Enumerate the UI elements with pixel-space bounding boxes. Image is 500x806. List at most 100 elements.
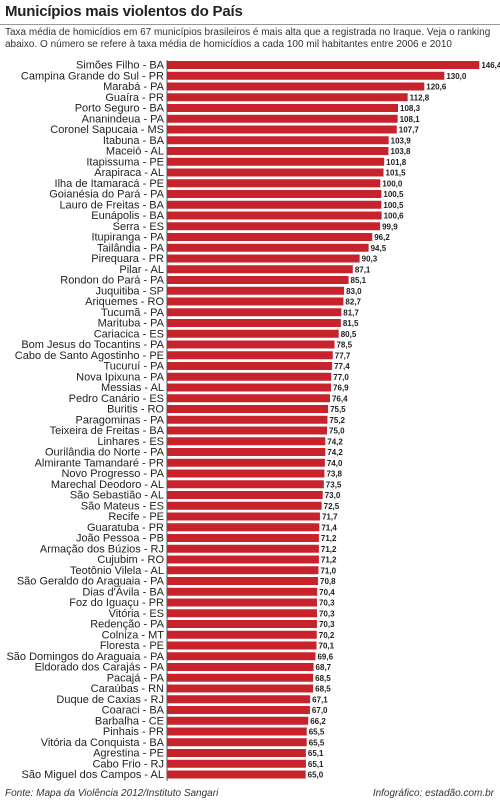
value-label: 71,0 [320,566,336,575]
value-label: 71,2 [321,534,337,543]
value-label: 103,9 [391,136,412,145]
category-label: Vitória - ES [109,608,164,620]
category-label: Eunápolis - BA [91,210,164,222]
value-label: 68,7 [316,663,332,672]
bar [167,469,325,478]
category-label: Nova Ipixuna - PA [76,371,165,383]
value-label: 100,0 [382,179,403,188]
category-label: Barbalha - CE [95,715,164,727]
value-label: 74,0 [327,459,343,468]
value-label: 77,4 [334,362,350,371]
bar [167,695,311,704]
bar [167,340,335,349]
chart-subtitle: Taxa média de homicídios em 67 município… [5,27,491,50]
bar [167,544,319,553]
category-label: Paragominas - PA [76,414,165,426]
bar [167,200,382,209]
value-label: 107,7 [399,126,420,135]
category-label: Foz do Iguaçu - PR [69,597,164,609]
category-label: Serra - ES [113,221,164,233]
value-label: 70,3 [319,620,335,629]
bar [167,415,328,424]
value-label: 70,2 [319,631,335,640]
value-label: 100,5 [383,190,404,199]
value-label: 112,8 [410,93,430,102]
value-label: 101,5 [386,169,407,178]
value-label: 75,0 [329,427,345,436]
bar [167,351,333,360]
value-label: 146,4 [481,61,500,70]
value-label: 77,0 [333,373,349,382]
category-label: Eldorado dos Carajás - PA [35,662,165,674]
category-label: Teixeira de Freitas - BA [50,425,165,437]
bar [167,684,314,693]
value-label: 100,5 [383,201,404,210]
value-label: 120,6 [426,83,447,92]
bar [167,125,397,134]
value-label: 70,1 [319,642,335,651]
bar [167,297,344,306]
value-label: 75,2 [329,416,345,425]
category-label: Pilar - AL [119,264,164,276]
value-label: 70,8 [320,577,336,586]
bar [167,673,314,682]
category-label: Guaíra - PR [105,92,164,104]
value-label: 77,7 [335,351,351,360]
bar [167,749,306,757]
value-label: 103,8 [390,147,411,156]
category-label: Vitória da Conquista - BA [41,737,165,749]
category-label: Redenção - PA [90,619,164,631]
value-label: 71,2 [321,556,337,565]
value-label: 72,5 [324,502,340,511]
bar [167,254,360,263]
bar [167,233,373,241]
bar [167,394,330,403]
bar [167,759,306,768]
category-label: Coaraci - BA [102,705,165,717]
value-label: 65,5 [309,738,325,747]
value-label: 108,1 [400,115,421,124]
category-label: Linhares - ES [97,436,164,448]
bar [167,555,319,564]
category-label: Colniza - MT [102,629,165,641]
bar [167,329,339,338]
category-label: Coronel Sapucaia - MS [50,124,164,136]
chart-title: Municípios mais violentos do País [5,3,243,20]
value-label: 71,4 [321,523,337,532]
bar [167,738,307,747]
category-label: Ariquemes - RO [85,296,164,308]
category-label: Guaratuba - PR [87,522,164,534]
bar [167,437,326,446]
value-label: 70,4 [319,588,335,597]
bar [167,652,316,661]
bar [167,61,480,69]
category-label: Almirante Tamandaré - PR [35,457,164,469]
value-label: 130,0 [446,72,467,81]
category-label: Buritis - RO [107,404,164,416]
value-label: 90,3 [362,255,378,264]
bar [167,577,319,585]
bar [167,222,381,231]
bar [167,114,398,123]
bar [167,512,320,521]
category-label: Ourilândia do Norte - PA [45,447,165,459]
value-label: 82,7 [345,298,361,307]
value-label: 83,0 [346,287,362,296]
value-label: 74,2 [327,448,343,457]
value-label: 85,1 [351,276,367,285]
value-label: 80,5 [341,330,357,339]
category-label: Campina Grande do Sul - PR [21,70,164,82]
bar [167,104,399,112]
category-label: Marituba - PA [98,318,165,330]
category-label: Maceió - AL [106,146,164,158]
bar [167,243,369,252]
category-label: Teotônio Vilela - AL [70,565,164,577]
bar [167,706,310,714]
value-label: 94,5 [371,244,387,253]
bar [167,265,353,274]
bar [167,308,342,317]
value-label: 81,5 [343,319,359,328]
category-label: Pacajá - PA [107,672,165,684]
bars-group: Simões Filho - BA 146,4 Campina Grande do … [6,60,500,782]
